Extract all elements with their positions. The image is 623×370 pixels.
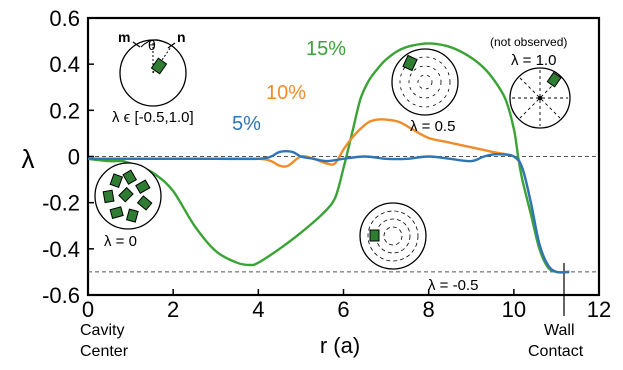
not-observed-label: (not observed) <box>490 35 567 49</box>
center-label: Center <box>80 343 129 360</box>
isotropic-particle <box>118 186 134 203</box>
isotropic-particle <box>102 189 115 204</box>
y-tick-label: 0 <box>68 145 80 170</box>
inset-theta-arc <box>140 39 167 48</box>
half-order-circle <box>391 48 459 116</box>
cavity-label: Cavity <box>80 322 124 339</box>
x-tick-label: 2 <box>167 297 179 322</box>
x-axis-title: r (a) <box>320 333 360 358</box>
contact-label: Contact <box>528 343 584 360</box>
series-15-percent-line <box>87 42 570 274</box>
isotropic-particle <box>135 179 151 195</box>
lambda-zero-label: λ = 0 <box>104 233 137 250</box>
x-tick-label: 0 <box>82 297 94 322</box>
wall-label: Wall <box>544 322 575 339</box>
x-tick-label: 4 <box>252 297 264 322</box>
isotropic-particle <box>136 195 153 211</box>
y-tick-label: 0.6 <box>49 6 80 31</box>
inset-director-diagram: m θ n λ ϵ [-0.5,1.0] <box>112 29 194 126</box>
y-axis-title: λ <box>22 144 35 174</box>
x-tick-label: 10 <box>502 297 526 322</box>
inset-full-order-diagram: (not observed) λ = 1.0 <box>490 35 571 129</box>
x-tick-label: 6 <box>337 297 349 322</box>
x-tick-label: 8 <box>423 297 435 322</box>
half-order-ring <box>417 74 433 90</box>
inset-range-label: λ ϵ [-0.5,1.0] <box>112 109 194 126</box>
isotropic-particle <box>109 173 124 188</box>
isotropic-particle <box>122 169 138 185</box>
inset-isotropic-diagram: λ = 0 <box>94 162 162 250</box>
y-tick-label: 0.4 <box>49 52 80 77</box>
y-tick-label: 0.2 <box>49 98 80 123</box>
lambda-half-label: λ = 0.5 <box>410 118 455 135</box>
negative-order-circle <box>359 202 427 270</box>
y-tick-label: -0.4 <box>42 237 80 262</box>
y-tick-label: -0.6 <box>42 283 80 308</box>
inset-m-arrow <box>132 41 141 48</box>
x-axis-ticks: 0 2 4 6 8 10 12 <box>82 289 611 322</box>
half-order-ring <box>408 65 442 99</box>
negative-order-ring <box>383 226 403 246</box>
negative-order-ring <box>375 218 411 254</box>
inset-half-order-diagram: λ = 0.5 <box>391 48 459 135</box>
lambda-neg-half-label: λ = -0.5 <box>428 277 478 294</box>
half-order-particle <box>402 54 418 72</box>
x-tick-label: 12 <box>587 297 611 322</box>
inset-negative-order-diagram: λ = -0.5 <box>359 202 478 294</box>
series-5-percent-line <box>87 150 570 274</box>
half-order-ring <box>399 56 451 108</box>
y-tick-label: -0.2 <box>42 191 80 216</box>
full-order-center <box>538 96 542 100</box>
series-10-percent-label: 10% <box>266 82 306 104</box>
lambda-one-label: λ = 1.0 <box>511 52 556 69</box>
negative-order-ring <box>367 210 419 262</box>
isotropic-particle <box>109 206 124 219</box>
inset-particle <box>150 57 168 75</box>
isotropic-particle <box>125 208 139 223</box>
inset-n-arrow <box>167 42 176 49</box>
inset-n-label: n <box>177 29 186 45</box>
negative-order-particle <box>369 229 380 242</box>
series-5-percent-label: 5% <box>232 113 261 135</box>
y-axis-ticks: 0.6 0.4 0.2 0 -0.2 -0.4 -0.6 <box>42 6 94 308</box>
series-15-percent-label: 15% <box>306 38 346 60</box>
inset-m-label: m <box>118 29 130 45</box>
inset-theta-label: θ <box>148 37 156 53</box>
full-order-particle <box>546 71 562 88</box>
